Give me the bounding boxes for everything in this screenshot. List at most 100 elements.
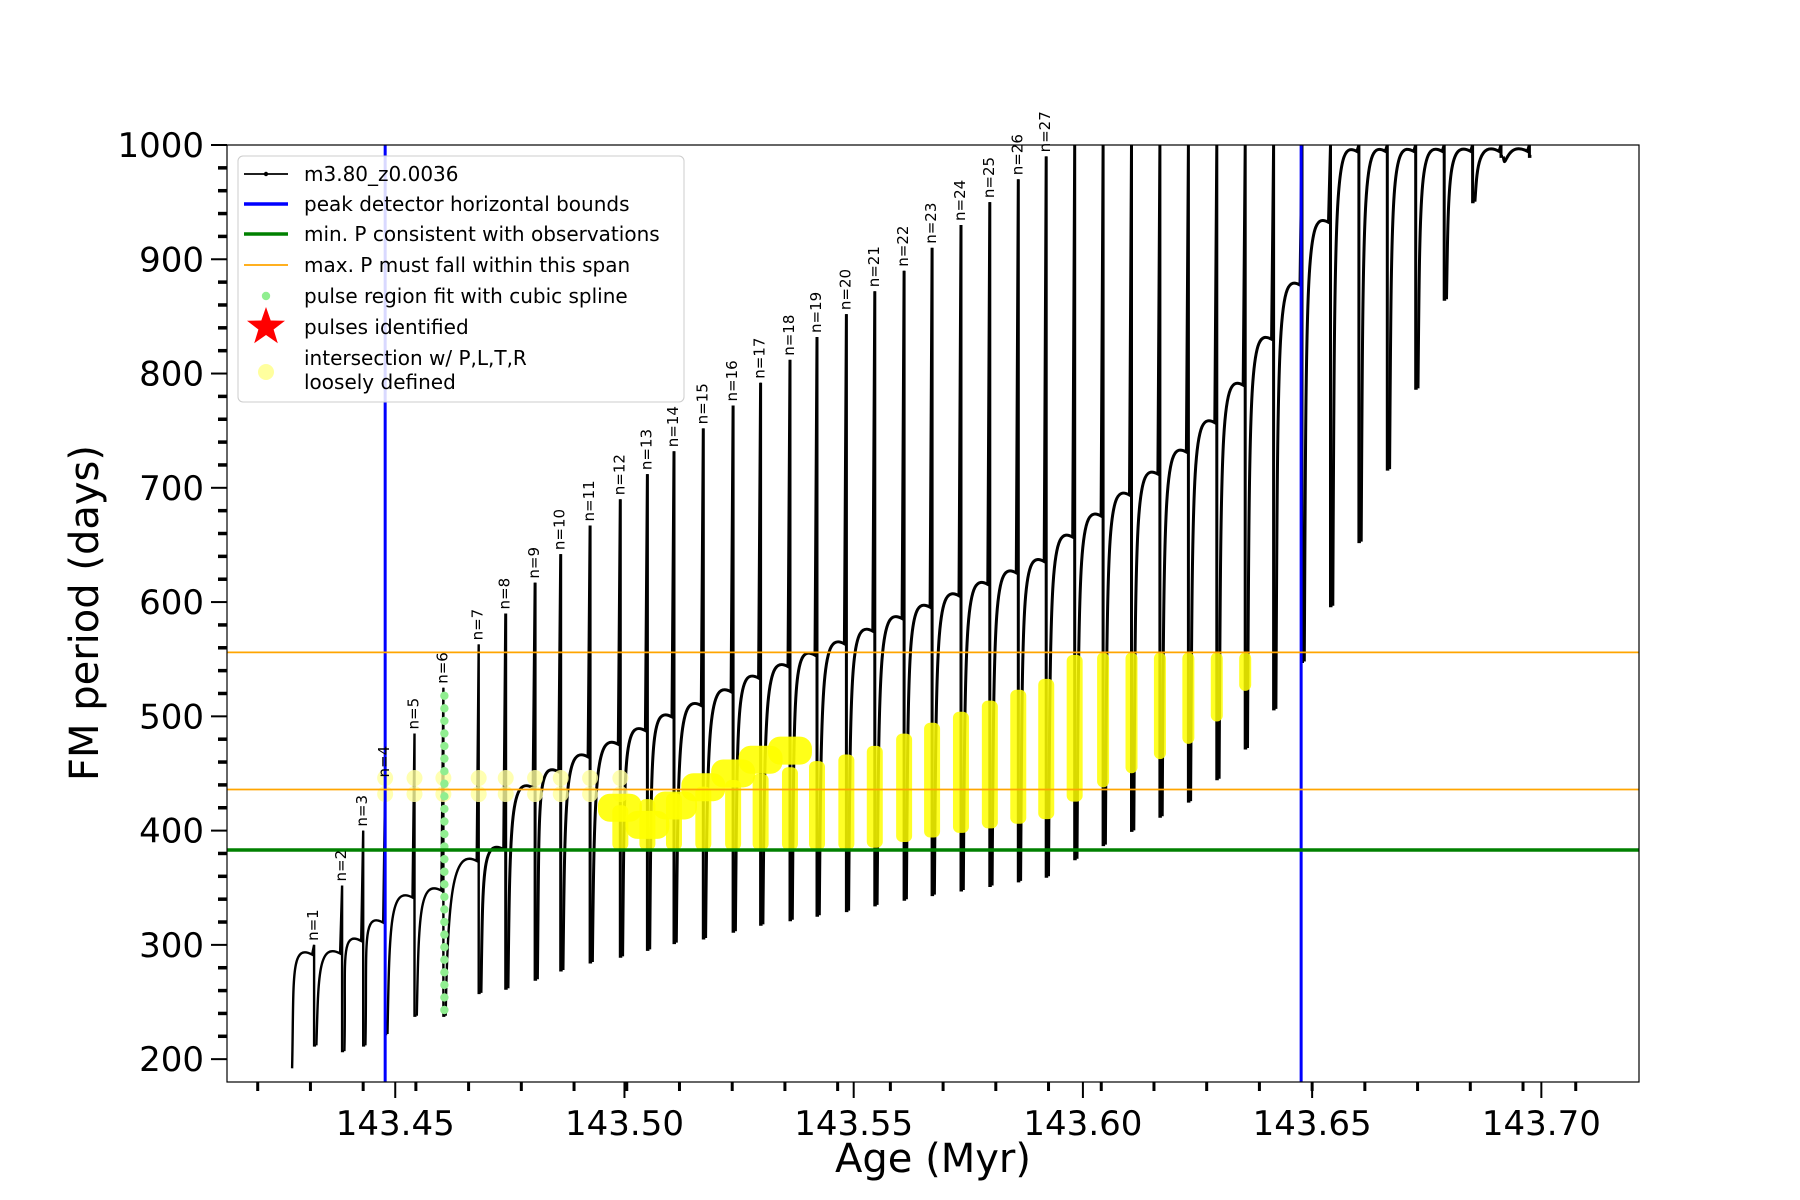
spline-point xyxy=(440,867,449,876)
pulse-label: n=1 xyxy=(304,909,322,941)
pulse-label: n=25 xyxy=(980,157,998,198)
intersection-band xyxy=(981,700,998,829)
intersection-band xyxy=(896,733,913,843)
pulse-label: n=2 xyxy=(332,850,350,882)
x-tick-label: 143.65 xyxy=(1253,1104,1372,1144)
legend-label-line: intersection w/ P,L,T,R xyxy=(304,346,527,370)
spline-point xyxy=(440,854,449,864)
spline-point xyxy=(440,829,449,839)
intersection-band xyxy=(1182,652,1195,744)
intersection-band xyxy=(1125,652,1138,774)
pulse-label: n=20 xyxy=(836,269,854,310)
intersection-band xyxy=(1038,678,1055,820)
spline-point xyxy=(440,942,449,952)
x-tick-label: 143.45 xyxy=(336,1104,455,1144)
intersection-point xyxy=(470,786,487,803)
intersection-band xyxy=(1153,652,1166,760)
legend-item-1-marker xyxy=(244,171,288,177)
pulse-curve xyxy=(561,525,593,971)
spline-point xyxy=(440,729,449,738)
pulse-curve xyxy=(621,474,650,957)
legend-frame xyxy=(237,155,685,403)
x-tick-label: 143.55 xyxy=(794,1104,913,1144)
pulse-cycle xyxy=(561,525,593,971)
pulse-curve xyxy=(315,885,345,1053)
pulse-cycle xyxy=(1473,145,1503,202)
intersection-point xyxy=(470,770,487,787)
pulse-cycle xyxy=(1416,145,1447,389)
intersection-band xyxy=(838,754,855,851)
intersection-point xyxy=(552,770,569,787)
intersection-band xyxy=(1010,689,1027,824)
pulse-label: n=11 xyxy=(580,480,598,521)
pulse-curve xyxy=(648,451,676,950)
intersection-band xyxy=(924,722,941,838)
intersection-band xyxy=(1066,654,1083,802)
pulse-cycle xyxy=(621,474,650,957)
spline-point xyxy=(440,741,449,751)
pulse-label: n=19 xyxy=(807,292,825,333)
legend-item-5-label: pulse region fit with cubic spline xyxy=(304,284,628,308)
spline-point xyxy=(440,716,449,726)
pulse-cycle xyxy=(1445,145,1475,300)
pulse-cycle xyxy=(1359,145,1390,542)
pulse-cycle xyxy=(315,885,345,1053)
spline-point xyxy=(440,892,449,902)
pulse-cycle xyxy=(1302,145,1333,662)
legend-dot xyxy=(261,291,271,301)
intersection-point xyxy=(406,786,423,803)
pulse-curve xyxy=(1388,145,1418,470)
pulse-cycle xyxy=(415,687,446,1017)
legend-item-7-marker xyxy=(258,364,274,380)
intersection-point xyxy=(527,770,544,787)
legend-label-line: loosely defined xyxy=(304,370,456,394)
intersection-band xyxy=(625,810,670,839)
intersection-band xyxy=(725,779,742,851)
pulse-label: n=6 xyxy=(433,652,451,684)
pulse-label: n=8 xyxy=(496,578,514,610)
intersection-band xyxy=(767,736,812,765)
intersection-point xyxy=(582,786,599,803)
pulse-curve xyxy=(590,499,623,963)
pulse-label: n=7 xyxy=(469,609,487,641)
pulse-label: n=5 xyxy=(405,698,423,730)
pulse-curve xyxy=(364,781,388,1046)
legend-circle xyxy=(258,364,274,380)
y-tick-label: 300 xyxy=(139,926,204,966)
pulse-label: n=27 xyxy=(1036,111,1054,152)
intersection-band xyxy=(866,745,883,848)
pulse-label: n=26 xyxy=(1008,134,1026,175)
pulse-curve xyxy=(343,830,366,1052)
plot-frame xyxy=(226,144,1640,1083)
spline-point xyxy=(440,968,449,977)
intersection-band xyxy=(952,711,969,833)
legend-item-7-label: intersection w/ P,L,T,R loosely defined xyxy=(304,346,527,394)
pulse-cycle xyxy=(674,428,706,943)
legend-item-1-label: m3.80_z0.0036 xyxy=(304,162,459,186)
pulse-cycle xyxy=(1331,145,1361,606)
y-tick-label: 1000 xyxy=(117,126,204,166)
intersection-point xyxy=(406,770,423,787)
spline-point xyxy=(440,817,449,826)
intersection-point xyxy=(612,770,629,787)
y-tick-label: 800 xyxy=(139,355,204,395)
pulse-cycle xyxy=(590,499,623,963)
pulse-label: n=4 xyxy=(375,746,393,778)
spline-point xyxy=(440,980,449,990)
pulse-curve xyxy=(290,944,317,1069)
intersection-band xyxy=(1239,652,1252,691)
pulse-curve xyxy=(1445,145,1475,300)
spline-point xyxy=(440,704,449,713)
legend-item-2-label: peak detector horizontal bounds xyxy=(304,192,630,216)
pulse-curve xyxy=(674,428,706,943)
intersection-point xyxy=(527,786,544,803)
legend-star xyxy=(247,307,285,344)
intersection-point xyxy=(497,770,514,787)
spline-point xyxy=(440,917,449,927)
pulse-labels: n=1 n=2 n=3n=4 n=5 n=6 n=7 n=8 n=9 n=10 n=11 n=12 n… xyxy=(304,111,1054,941)
pulse-label: n=10 xyxy=(551,509,569,550)
pulse-label: n=3 xyxy=(353,795,371,827)
x-axis: 143.45 143.50 143.55 143.60 143.65 143.70 xyxy=(256,1082,1601,1144)
